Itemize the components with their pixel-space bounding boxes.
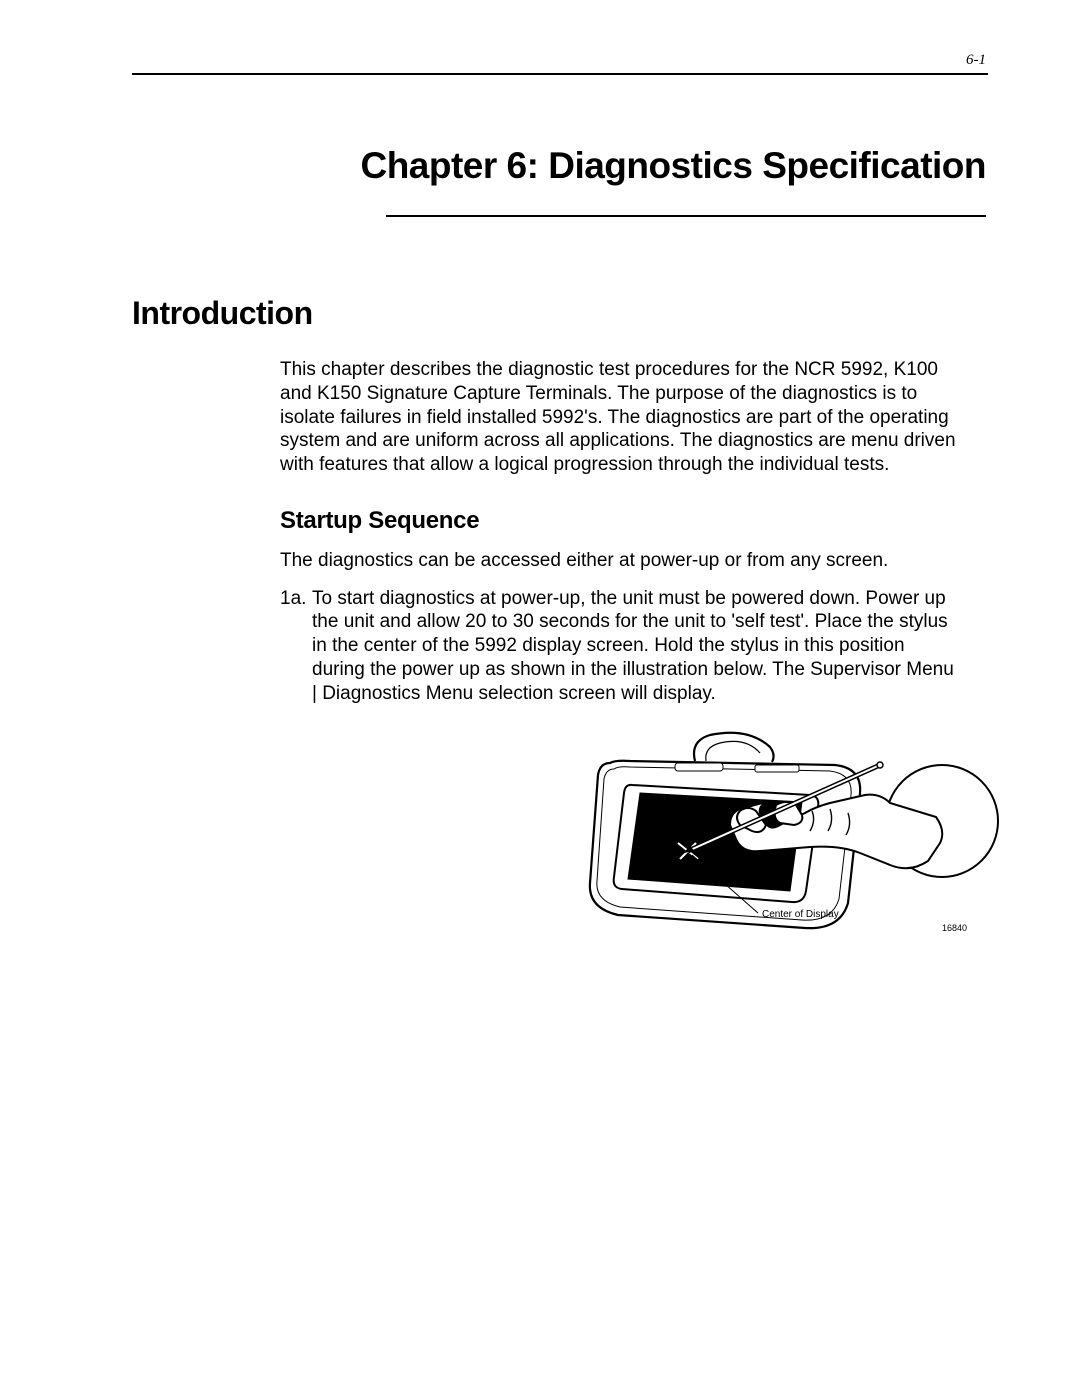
title-underline	[386, 215, 986, 217]
figure-id: 16840	[942, 923, 967, 933]
step-1a: 1a.To start diagnostics at power-up, the…	[280, 587, 960, 706]
chapter-title: Chapter 6: Diagnostics Specification	[132, 145, 988, 187]
body-content: This chapter describes the diagnostic te…	[280, 358, 960, 948]
step-number: 1a.	[280, 587, 312, 611]
step-text: To start diagnostics at power-up, the un…	[312, 588, 954, 704]
figure-caption: Center of Display	[762, 909, 839, 920]
top-rule	[132, 73, 988, 75]
document-page: 6-1 Chapter 6: Diagnostics Specification…	[0, 0, 1080, 948]
subsection-heading: Startup Sequence	[280, 507, 960, 535]
signature-terminal-icon: Center of Display 16840	[580, 713, 1000, 943]
section-heading: Introduction	[132, 295, 988, 332]
intro-paragraph: This chapter describes the diagnostic te…	[280, 358, 960, 477]
terminal-illustration: Center of Display 16840	[580, 713, 960, 948]
startup-intro: The diagnostics can be accessed either a…	[280, 549, 960, 573]
page-number: 6-1	[132, 52, 988, 69]
